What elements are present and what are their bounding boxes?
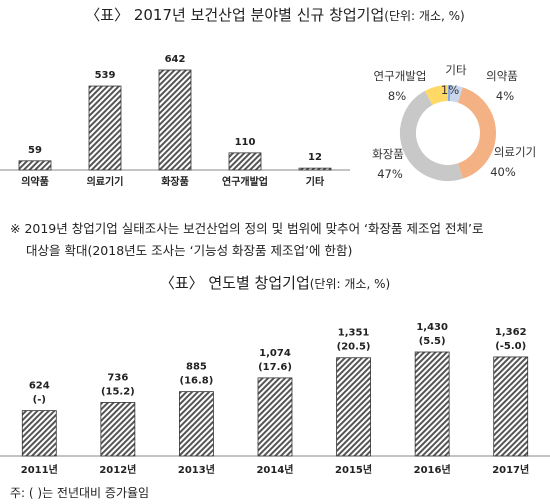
yearly-bar (21, 410, 57, 457)
yearly-growth-label: (-5.0) (495, 341, 526, 352)
sector-category-label: 의료기기 (87, 175, 124, 188)
sector-bar (88, 85, 122, 171)
yearly-bar (414, 351, 450, 457)
yearly-bar-value: 1,362 (495, 327, 527, 338)
sector-bar-value: 59 (28, 145, 42, 156)
chart2-title-text: 〈표〉 연도별 창업기업 (159, 274, 310, 292)
year-category-label: 2014년 (256, 463, 293, 476)
yearly-growth-label: (16.8) (180, 376, 214, 387)
donut-slice-label: 기타 (445, 63, 467, 77)
yearly-bar-value: 624 (29, 381, 50, 392)
yearly-bar-chart: 624 (-) 2011년 736 (15.2) 2012년 885 (16.8) 2013년 1… (0, 322, 550, 476)
donut-slice-value: 47% (377, 167, 403, 181)
donut-slice-label: 의료기기 (494, 145, 536, 159)
donut-slice-value: 8% (388, 89, 406, 103)
donut-slice (457, 87, 496, 179)
sector-category-label: 화장품 (161, 175, 189, 188)
chart1-title-text: 〈표〉 2017년 보건산업 분야별 신규 창업기업 (85, 6, 385, 24)
sector-bar-value: 642 (165, 54, 186, 65)
donut-slice-label: 화장품 (372, 147, 404, 161)
sector-donut-chart: 기타 1% 의약품 4% 의료기기 40% 화장품 47% 연구개발업 8% (372, 63, 536, 181)
yearly-bar (257, 377, 293, 457)
sector-bar-value: 539 (95, 70, 116, 81)
survey-note-line1: ※ 2019년 창업기업 실태조사는 보건산업의 정의 및 범위에 맞추어 ‘화… (10, 221, 484, 236)
sector-bar-chart: 59 의약품 539 의료기기 642 화장품 110 연구개발업 12 기타 (0, 54, 350, 188)
donut-slice (424, 85, 449, 106)
donut-slice-label: 의약품 (486, 69, 518, 83)
chart1-title: 〈표〉 2017년 보건산업 분야별 신규 창업기업(단위: 개소, %) (0, 4, 550, 25)
chart2-title: 〈표〉 연도별 창업기업(단위: 개소, %) (0, 272, 550, 293)
donut-slice-value: 40% (490, 165, 516, 179)
year-category-label: 2013년 (178, 463, 215, 476)
donut-slice (400, 90, 463, 181)
year-category-label: 2011년 (21, 463, 58, 476)
yearly-bar-value: 885 (186, 362, 207, 373)
donut-slice-value: 1% (441, 83, 459, 97)
yearly-growth-label: (15.2) (101, 386, 135, 397)
growth-rate-note: 주: ( )는 전년대비 증가율임 (10, 486, 150, 500)
sector-bar (18, 160, 52, 171)
chart1-unit: (단위: 개소, %) (384, 9, 465, 23)
sector-bar-value: 110 (235, 137, 256, 148)
chart2-unit: (단위: 개소, %) (309, 277, 391, 291)
survey-note-line2: 대상을 확대(2018년도 조사는 ‘기능성 화장품 제조업’에 한함) (26, 243, 353, 258)
yearly-growth-label: (-) (33, 395, 46, 406)
year-category-label: 2016년 (414, 463, 451, 476)
sector-bar (228, 152, 262, 171)
year-category-label: 2015년 (335, 463, 372, 476)
yearly-bar-value: 1,074 (259, 348, 291, 359)
yearly-bar-value: 736 (107, 372, 128, 383)
yearly-bar-value: 1,351 (338, 328, 370, 339)
sector-bar (298, 167, 332, 171)
yearly-growth-label: (5.5) (419, 336, 446, 347)
donut-slice-value: 4% (496, 89, 514, 103)
donut-slice (449, 85, 463, 103)
yearly-bar (336, 357, 371, 457)
yearly-bar (100, 402, 136, 457)
donut-slice-label: 연구개발업 (374, 69, 427, 83)
yearly-bar-value: 1,430 (416, 322, 448, 333)
yearly-growth-label: (20.5) (337, 342, 371, 353)
sector-bar (158, 69, 192, 171)
yearly-bar (179, 391, 214, 457)
sector-category-label: 의약품 (21, 175, 49, 188)
year-category-label: 2012년 (99, 463, 136, 476)
yearly-bar (493, 356, 529, 457)
yearly-growth-label: (17.6) (258, 362, 292, 373)
sector-category-label: 기타 (306, 175, 325, 188)
sector-bar-value: 12 (308, 152, 322, 163)
year-category-label: 2017년 (492, 463, 529, 476)
sector-category-label: 연구개발업 (222, 175, 268, 188)
